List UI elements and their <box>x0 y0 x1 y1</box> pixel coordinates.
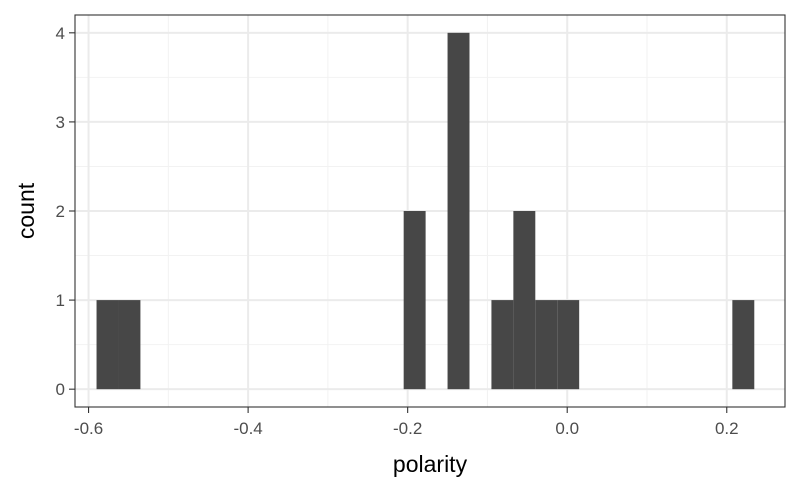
histogram-bar <box>118 300 141 390</box>
x-tick-label: 0.0 <box>555 419 579 438</box>
histogram-bar <box>491 300 514 390</box>
histogram-bar <box>535 300 558 390</box>
histogram-bar <box>96 300 119 390</box>
x-tick-label: 0.2 <box>715 419 739 438</box>
histogram-bar <box>557 300 580 390</box>
histogram-bar <box>447 32 470 390</box>
y-tick-label: 0 <box>56 380 65 399</box>
x-tick-label: -0.6 <box>74 419 103 438</box>
y-tick-label: 4 <box>56 24 65 43</box>
y-tick-label: 3 <box>56 113 65 132</box>
x-axis-title: polarity <box>393 451 468 477</box>
histogram-bar <box>732 300 755 390</box>
x-tick-label: -0.4 <box>233 419 262 438</box>
y-tick-label: 2 <box>56 202 65 221</box>
y-axis-title: count <box>13 182 39 239</box>
histogram-bars <box>96 32 755 390</box>
axes: -0.6 -0.4 -0.2 0.0 0.2 0 1 2 3 4 <box>56 24 739 438</box>
y-tick-label: 1 <box>56 291 65 310</box>
histogram-bar <box>403 211 426 390</box>
histogram-bar <box>513 211 536 390</box>
x-tick-label: -0.2 <box>393 419 422 438</box>
